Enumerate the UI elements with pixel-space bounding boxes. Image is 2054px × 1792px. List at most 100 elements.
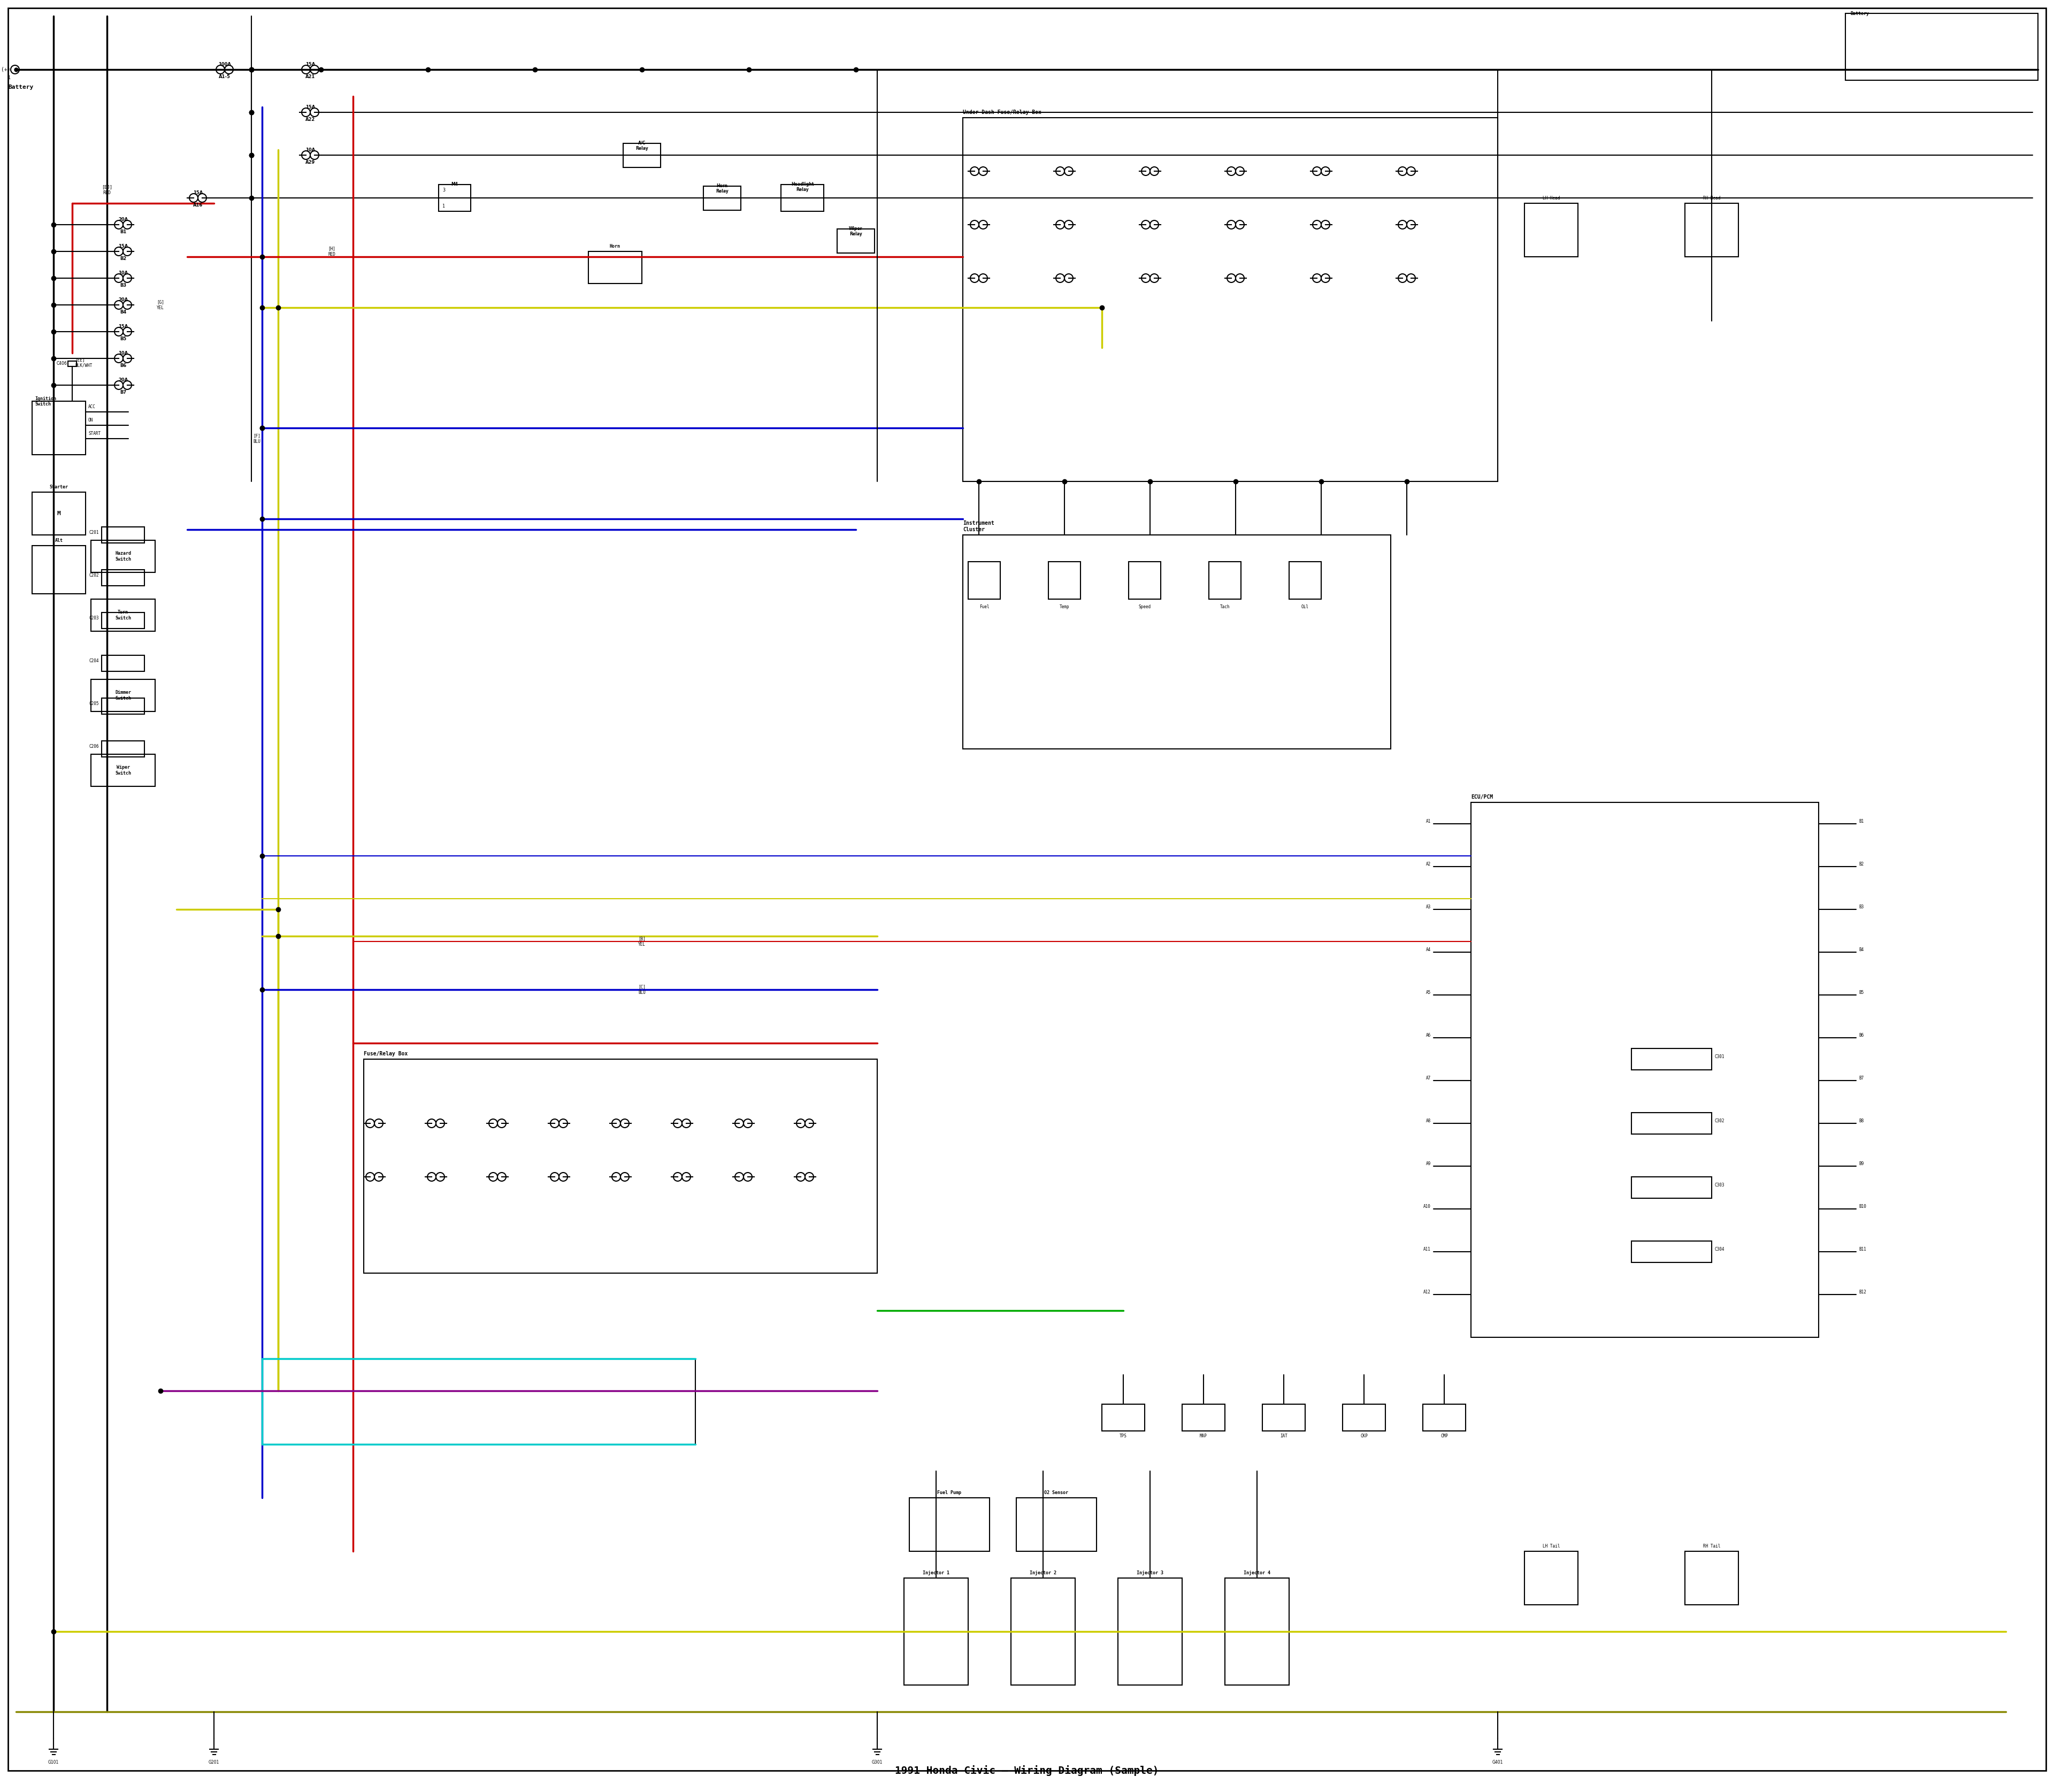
Text: Tach: Tach	[1220, 604, 1230, 609]
Bar	[1128, 561, 1161, 599]
Text: A5: A5	[1425, 991, 1432, 995]
Text: B10: B10	[1859, 1204, 1867, 1210]
Text: 10A: 10A	[306, 147, 314, 152]
Text: A1: A1	[1425, 819, 1432, 824]
Text: C304: C304	[1715, 1247, 1723, 1253]
Text: Alt: Alt	[55, 538, 64, 543]
Text: C204: C204	[88, 658, 99, 663]
Text: Temp: Temp	[1060, 604, 1070, 609]
Text: Injector 4: Injector 4	[1243, 1570, 1269, 1575]
Bar	[1684, 202, 1738, 256]
Text: [EE]
BLK/WHT: [EE] BLK/WHT	[74, 358, 92, 367]
Text: 20A: 20A	[119, 378, 127, 382]
Bar	[1684, 1552, 1738, 1606]
Bar	[440, 185, 470, 211]
Text: A1-5: A1-5	[220, 73, 230, 79]
Text: G401: G401	[1493, 1760, 1504, 1765]
Bar	[587, 251, 641, 283]
Bar	[101, 570, 144, 586]
Text: [B]
YEL: [B] YEL	[639, 935, 645, 946]
Text: Fuel: Fuel	[980, 604, 990, 609]
Bar	[101, 613, 144, 629]
Bar	[1524, 202, 1577, 256]
Text: B3: B3	[1859, 905, 1863, 909]
Text: CMP: CMP	[1440, 1434, 1448, 1439]
Text: Instrument
Cluster: Instrument Cluster	[963, 521, 994, 532]
Text: 15A: 15A	[119, 244, 127, 249]
Bar	[781, 185, 824, 211]
Text: Horn: Horn	[610, 244, 620, 249]
Text: 3: 3	[442, 188, 446, 192]
Text: C202: C202	[88, 573, 99, 577]
Text: [EJ]
RED: [EJ] RED	[101, 185, 113, 195]
Text: Horn
Relay: Horn Relay	[715, 183, 729, 194]
Bar	[702, 186, 741, 210]
Text: A7: A7	[1425, 1075, 1432, 1081]
Text: G101: G101	[47, 1760, 60, 1765]
Text: A12: A12	[1423, 1290, 1432, 1294]
Bar	[1343, 1405, 1384, 1432]
Text: MAP: MAP	[1200, 1434, 1208, 1439]
Text: B2: B2	[1859, 862, 1863, 867]
Text: C201: C201	[88, 530, 99, 536]
Text: Battery: Battery	[1851, 11, 1869, 16]
Text: A29: A29	[306, 159, 314, 165]
Text: B4: B4	[1859, 948, 1863, 952]
Bar	[1117, 1579, 1183, 1684]
Text: G201: G201	[210, 1760, 220, 1765]
Text: B6: B6	[119, 364, 125, 367]
Text: 1991 Honda Civic — Wiring Diagram (Sample): 1991 Honda Civic — Wiring Diagram (Sampl…	[896, 1765, 1158, 1776]
Text: [G]
YEL: [G] YEL	[156, 299, 164, 310]
Bar	[1017, 1498, 1097, 1552]
Text: Injector 3: Injector 3	[1136, 1570, 1163, 1575]
Text: B7: B7	[119, 391, 125, 394]
Text: C301: C301	[1715, 1054, 1723, 1059]
Bar	[33, 401, 86, 455]
Text: 10A: 10A	[119, 351, 127, 357]
Text: Injector 2: Injector 2	[1029, 1570, 1056, 1575]
Bar	[101, 656, 144, 672]
Bar	[1183, 1405, 1224, 1432]
Text: [C]
BLU: [C] BLU	[639, 984, 645, 995]
Text: Dimmer
Switch: Dimmer Switch	[115, 690, 131, 701]
Text: Wiper
Relay: Wiper Relay	[848, 226, 863, 237]
Text: A21: A21	[306, 73, 314, 79]
Text: 100A: 100A	[218, 63, 230, 66]
Text: 15A: 15A	[306, 63, 314, 66]
Text: 15A: 15A	[306, 106, 314, 109]
Bar	[101, 740, 144, 756]
Bar	[101, 699, 144, 715]
Text: LH Tail: LH Tail	[1543, 1543, 1559, 1548]
Text: Injector 1: Injector 1	[922, 1570, 949, 1575]
Text: Fuse/Relay Box: Fuse/Relay Box	[364, 1052, 409, 1057]
Text: B11: B11	[1859, 1247, 1867, 1253]
Text: Fuel Pump: Fuel Pump	[937, 1491, 961, 1495]
Text: 1: 1	[442, 204, 446, 208]
Text: 1: 1	[8, 75, 10, 81]
Text: Oil: Oil	[1302, 604, 1308, 609]
Bar	[963, 536, 1391, 749]
Text: ACC: ACC	[88, 405, 97, 409]
Text: A22: A22	[306, 116, 314, 122]
Text: B2: B2	[119, 256, 125, 262]
Text: Under Dash Fuse/Relay Box: Under Dash Fuse/Relay Box	[963, 109, 1041, 115]
Bar	[904, 1579, 967, 1684]
Text: B5: B5	[1859, 991, 1863, 995]
Text: A11: A11	[1423, 1247, 1432, 1253]
Text: Speed: Speed	[1138, 604, 1150, 609]
Bar	[1631, 1113, 1711, 1134]
Bar	[622, 143, 661, 167]
Text: Wiper
Switch: Wiper Switch	[115, 765, 131, 776]
Text: B7: B7	[1859, 1075, 1863, 1081]
Text: A2: A2	[1425, 862, 1432, 867]
Text: A10: A10	[1423, 1204, 1432, 1210]
Bar	[364, 1059, 877, 1272]
Bar	[90, 679, 156, 711]
Bar	[838, 229, 875, 253]
Text: C205: C205	[88, 701, 99, 706]
Text: CKP: CKP	[1360, 1434, 1368, 1439]
Bar	[1844, 13, 2038, 81]
Bar	[910, 1498, 990, 1552]
Text: TPS: TPS	[1119, 1434, 1128, 1439]
Text: B12: B12	[1859, 1290, 1867, 1294]
